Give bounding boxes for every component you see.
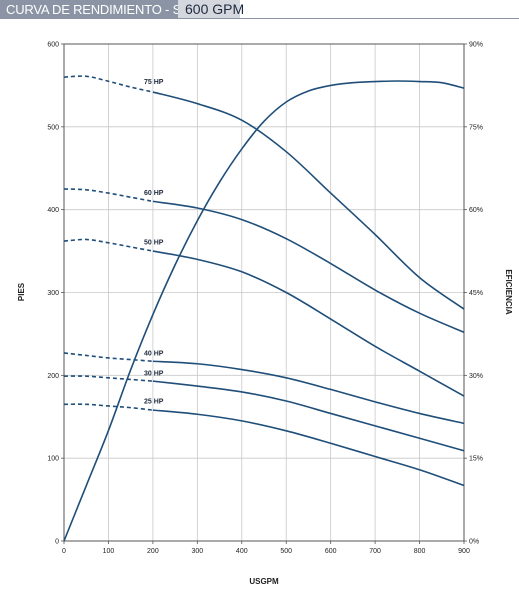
- grid: [63, 43, 465, 542]
- y2-tick-label: 75%: [469, 124, 483, 131]
- x-tick-label: 100: [103, 548, 115, 555]
- x-tick-label: 900: [458, 548, 470, 555]
- curve-dashed-50-hp: [63, 238, 154, 252]
- x-tick-label: 400: [236, 548, 248, 555]
- y2-tick-label: 15%: [469, 456, 483, 463]
- flow-badge: 600 GPM: [178, 0, 244, 19]
- y-tick-label: 500: [47, 124, 59, 131]
- y2-tick-label: 0%: [469, 539, 479, 546]
- flow-badge-label: 600 GPM: [185, 1, 245, 17]
- curve-dashed-25-hp: [63, 403, 153, 411]
- chart-title: CURVA DE RENDIMIENTO - STS 9": [6, 2, 213, 17]
- efficiency-curve: [63, 80, 465, 542]
- y2-tick-label: 45%: [469, 290, 483, 297]
- curve-label-60-hp: 60 HP: [144, 190, 164, 197]
- curve-label-75-hp: 75 HP: [144, 79, 164, 86]
- y-tick-label: 100: [47, 456, 59, 463]
- curve-dashed-30-hp: [63, 375, 153, 382]
- curves: [63, 75, 465, 542]
- plot-frame: [63, 43, 465, 542]
- curve-label-30-hp: 30 HP: [144, 370, 164, 377]
- curve-60-hp: [152, 200, 465, 333]
- x-tick-label: 500: [280, 548, 292, 555]
- labels: 75 HP 60 HP 50 HP 40 HP 30 HP 25 HP: [144, 79, 164, 406]
- axes: 0 100 200 300 400 500 600 700 800 900 0 100 200 300 40…: [47, 42, 483, 556]
- y2-tick-label: 30%: [469, 373, 483, 380]
- curve-75-hp: [152, 91, 465, 310]
- y-axis-title: PIES: [17, 282, 26, 301]
- x-axis-title: USGPM: [249, 577, 279, 586]
- curve-label-25-hp: 25 HP: [144, 398, 164, 405]
- y-tick-label: 300: [47, 290, 59, 297]
- x-tick-label: 800: [414, 548, 426, 555]
- curve-25-hp: [152, 409, 465, 487]
- curve-30-hp: [152, 380, 465, 452]
- x-tick-label: 300: [191, 548, 203, 555]
- header-rule: [0, 18, 519, 19]
- curve-label-50-hp: 50 HP: [144, 239, 164, 246]
- title-bar: CURVA DE RENDIMIENTO - STS 9": [0, 0, 212, 19]
- y2-tick-label: 60%: [469, 207, 483, 214]
- curve-50-hp: [152, 250, 465, 397]
- x-tick-label: 600: [325, 548, 337, 555]
- header: CURVA DE RENDIMIENTO - STS 9" 600 GPM: [0, 0, 519, 19]
- y-tick-label: 400: [47, 207, 59, 214]
- x-tick-label: 700: [369, 548, 381, 555]
- y-tick-label: 200: [47, 373, 59, 380]
- y-tick-label: 0: [55, 539, 59, 546]
- y-tick-label: 600: [47, 42, 59, 49]
- x-tick-label: 0: [62, 548, 66, 555]
- curve-label-40-hp: 40 HP: [144, 350, 164, 357]
- curve-40-hp: [152, 360, 465, 425]
- x-tick-label: 200: [147, 548, 159, 555]
- curve-dashed-40-hp: [63, 352, 153, 363]
- curve-dashed-75-hp: [63, 75, 154, 93]
- y2-tick-label: 90%: [469, 42, 483, 49]
- curve-dashed-60-hp: [63, 188, 154, 203]
- y2-axis-title: EFICIENCIA: [504, 269, 513, 315]
